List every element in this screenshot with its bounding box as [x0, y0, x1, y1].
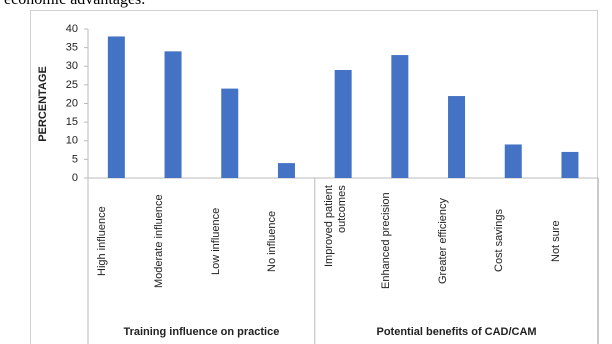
- y-tick-label: 35: [66, 42, 78, 54]
- y-tick-label: 5: [72, 153, 78, 165]
- y-tick-label: 30: [66, 60, 78, 72]
- x-tick-label: Greater efficiency: [436, 198, 449, 285]
- chart-frame: [30, 10, 598, 344]
- y-tick-label: 40: [66, 23, 78, 35]
- y-tick-label: 20: [66, 97, 78, 109]
- bar: [561, 151, 579, 178]
- bar: [277, 163, 295, 178]
- x-tick-label: Cost savings: [493, 209, 506, 273]
- x-tick-label: Improved patient outcomes: [323, 185, 349, 267]
- y-tick-label: 15: [66, 116, 78, 128]
- group-label: Training influence on practice: [123, 326, 279, 338]
- y-axis-label: PERCENTAGE: [37, 66, 49, 142]
- bar: [334, 69, 352, 178]
- bar: [164, 51, 182, 178]
- x-tick-label: No influence: [266, 210, 279, 272]
- bar: [221, 88, 239, 178]
- x-tick-label: Moderate influence: [153, 194, 166, 288]
- y-tick-label: 10: [66, 135, 78, 147]
- bar: [448, 96, 466, 178]
- group-label: Potential benefits of CAD/CAM: [376, 326, 536, 338]
- bar: [391, 55, 409, 179]
- y-tick-label: 25: [66, 79, 78, 91]
- y-tick-label: 0: [72, 172, 78, 184]
- x-tick-label: Low influence: [209, 207, 222, 275]
- bar: [107, 36, 125, 179]
- x-tick-label: High influence: [96, 206, 109, 276]
- caption: economic advantages.: [4, 0, 145, 9]
- bar: [504, 144, 522, 178]
- x-tick-label: Not sure: [549, 220, 562, 262]
- x-tick-label: Enhanced precision: [379, 192, 392, 290]
